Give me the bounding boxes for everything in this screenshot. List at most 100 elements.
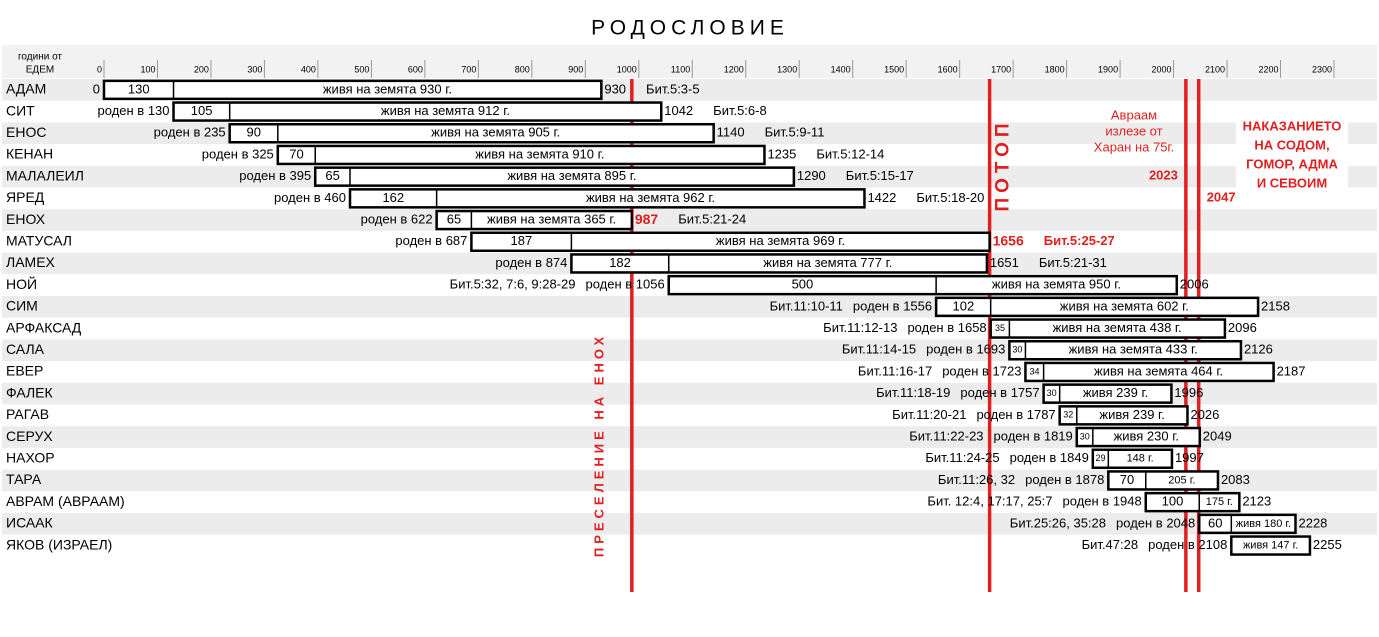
x-tick-label: 600 [408, 64, 423, 74]
lifespan-label: живя 239 г. [1083, 385, 1148, 400]
reference: Бит.5:6-8 [713, 103, 767, 118]
reference: Бит.5:15-17 [846, 168, 914, 183]
lifespan-label: живя 147 г. [1243, 539, 1298, 551]
lifespan-label: живя на земята 433 г. [1069, 342, 1198, 357]
x-tick-label: 2200 [1258, 64, 1278, 74]
born-label: роден в 2108 [1148, 537, 1227, 552]
son-segment [1042, 383, 1061, 404]
annotation: Авраам [1111, 107, 1157, 122]
death-label: 2255 [1313, 537, 1342, 552]
death-label: 2026 [1190, 407, 1219, 422]
row-name: ЕНОС [6, 124, 46, 140]
son-age-label: 30 [1047, 388, 1057, 398]
son-age-label: 65 [325, 168, 339, 183]
row-name: ЛАМЕХ [6, 254, 56, 270]
son-age-label: 29 [1096, 453, 1106, 463]
reference: Бит.11:16-17 [858, 363, 932, 378]
son-segment [103, 80, 175, 100]
son-segment [1008, 340, 1027, 360]
death-label: 2006 [1180, 277, 1209, 292]
son-age-label: 30 [1080, 431, 1090, 441]
row-name: ЯКОВ (ИЗРАЕЛ) [6, 536, 112, 552]
x-tick-label: 100 [140, 64, 155, 74]
row-name: ЕНОХ [6, 211, 46, 227]
axis-label: години от [18, 52, 62, 63]
lifespan-label: живя 230 г. [1114, 428, 1179, 443]
born-label: роден в 395 [239, 168, 311, 183]
son-age-label: 162 [382, 190, 404, 205]
row-name: МАТУСАЛ [6, 232, 72, 248]
death-label: 2083 [1221, 472, 1250, 487]
row-name: АРФАКСАД [6, 319, 82, 335]
son-segment [935, 297, 992, 317]
born-label: роден в 1787 [976, 407, 1055, 422]
son-segment [1024, 362, 1045, 382]
son-segment [1198, 514, 1233, 534]
death-label: 2123 [1242, 494, 1271, 509]
x-tick-label: 200 [194, 64, 209, 74]
born-label: роден в 874 [495, 255, 567, 270]
son-age-label: 182 [609, 255, 631, 270]
annotation-bg [1236, 155, 1348, 174]
annotation: НА СОДОМ, [1254, 137, 1329, 152]
born-label: роден в 1556 [853, 298, 932, 313]
x-tick-label: 700 [461, 64, 476, 74]
chart-title: РОДОСЛОВИЕ [591, 17, 789, 40]
born-label: роден в 460 [274, 190, 346, 205]
death-label: 2096 [1228, 320, 1257, 335]
annotation: излезе от [1105, 123, 1162, 138]
born-label: роден в 1948 [1063, 494, 1142, 509]
marker-label: ПРЕСЕЛЕНИЕ НА ЕНОХ [591, 333, 606, 557]
death-label: 1651 [990, 255, 1019, 270]
row-name: ЯРЕД [6, 189, 45, 205]
reference: Бит.5:12-14 [816, 146, 884, 161]
x-tick-label: 1100 [671, 64, 690, 74]
row-name: НОЙ [6, 275, 37, 292]
lifespan-label: живя 239 г. [1099, 407, 1164, 422]
lifespan-label: живя на земята 777 г. [763, 255, 892, 270]
reference: Бит.5:18-20 [916, 190, 984, 205]
son-age-label: 34 [1030, 366, 1040, 376]
reference: Бит.11:26, 32 [938, 472, 1015, 487]
annotation-bg [1236, 136, 1348, 155]
annotation: ГОМОР, АДМА [1246, 156, 1338, 171]
lifespan-label: 148 г. [1127, 453, 1154, 465]
reference: Бит.5:3-5 [646, 81, 700, 96]
x-tick-label: 300 [247, 64, 262, 74]
reference: Бит.5:32, 7:6, 9:28-29 [450, 277, 576, 292]
annotation: Харан на 75г. [1094, 139, 1174, 154]
son-segment [435, 210, 473, 230]
reference: Бит.11:14-15 [842, 342, 916, 357]
row-name: ТАРА [6, 471, 42, 487]
lifespan-label: живя на земята 895 г. [507, 168, 636, 183]
born-label: роден в 130 [98, 103, 170, 118]
lifespan-label: живя на земята 910 г. [475, 146, 604, 161]
x-tick-label: 1300 [777, 64, 797, 74]
reference: Бит.5:21-24 [678, 211, 746, 226]
born-label: роден в 1878 [1025, 472, 1104, 487]
lifespan-label: живя на земята 962 г. [586, 190, 715, 205]
row-name: РАГАВ [6, 406, 49, 422]
row-stripe [2, 209, 1377, 231]
son-segment [989, 318, 1011, 339]
x-tick-label: 900 [568, 64, 583, 74]
son-age-label: 32 [1063, 410, 1073, 420]
son-age-label: 65 [447, 211, 461, 226]
born-label: роден в 1819 [994, 428, 1073, 443]
reference: Бит.11:22-23 [909, 428, 983, 443]
son-age-label: 30 [1012, 345, 1022, 355]
annotation-bg [1236, 174, 1348, 193]
reference: Бит. 12:4, 17:17, 25:7 [927, 494, 1052, 509]
death-label: 930 [604, 81, 626, 96]
reference: Бит.11:12-13 [823, 320, 897, 335]
born-label: роден в 1693 [926, 342, 1005, 357]
reference: Бит.5:21-31 [1039, 255, 1107, 270]
death-label: 1290 [797, 168, 826, 183]
row-name: КЕНАН [6, 146, 53, 162]
axis-label: ЕДЕМ [26, 65, 54, 76]
son-age-label: 187 [511, 233, 533, 248]
annotation-bg [1236, 117, 1348, 136]
born-label: 0 [93, 81, 100, 96]
son-age-label: 130 [128, 81, 150, 96]
row-name: САЛА [6, 341, 45, 357]
